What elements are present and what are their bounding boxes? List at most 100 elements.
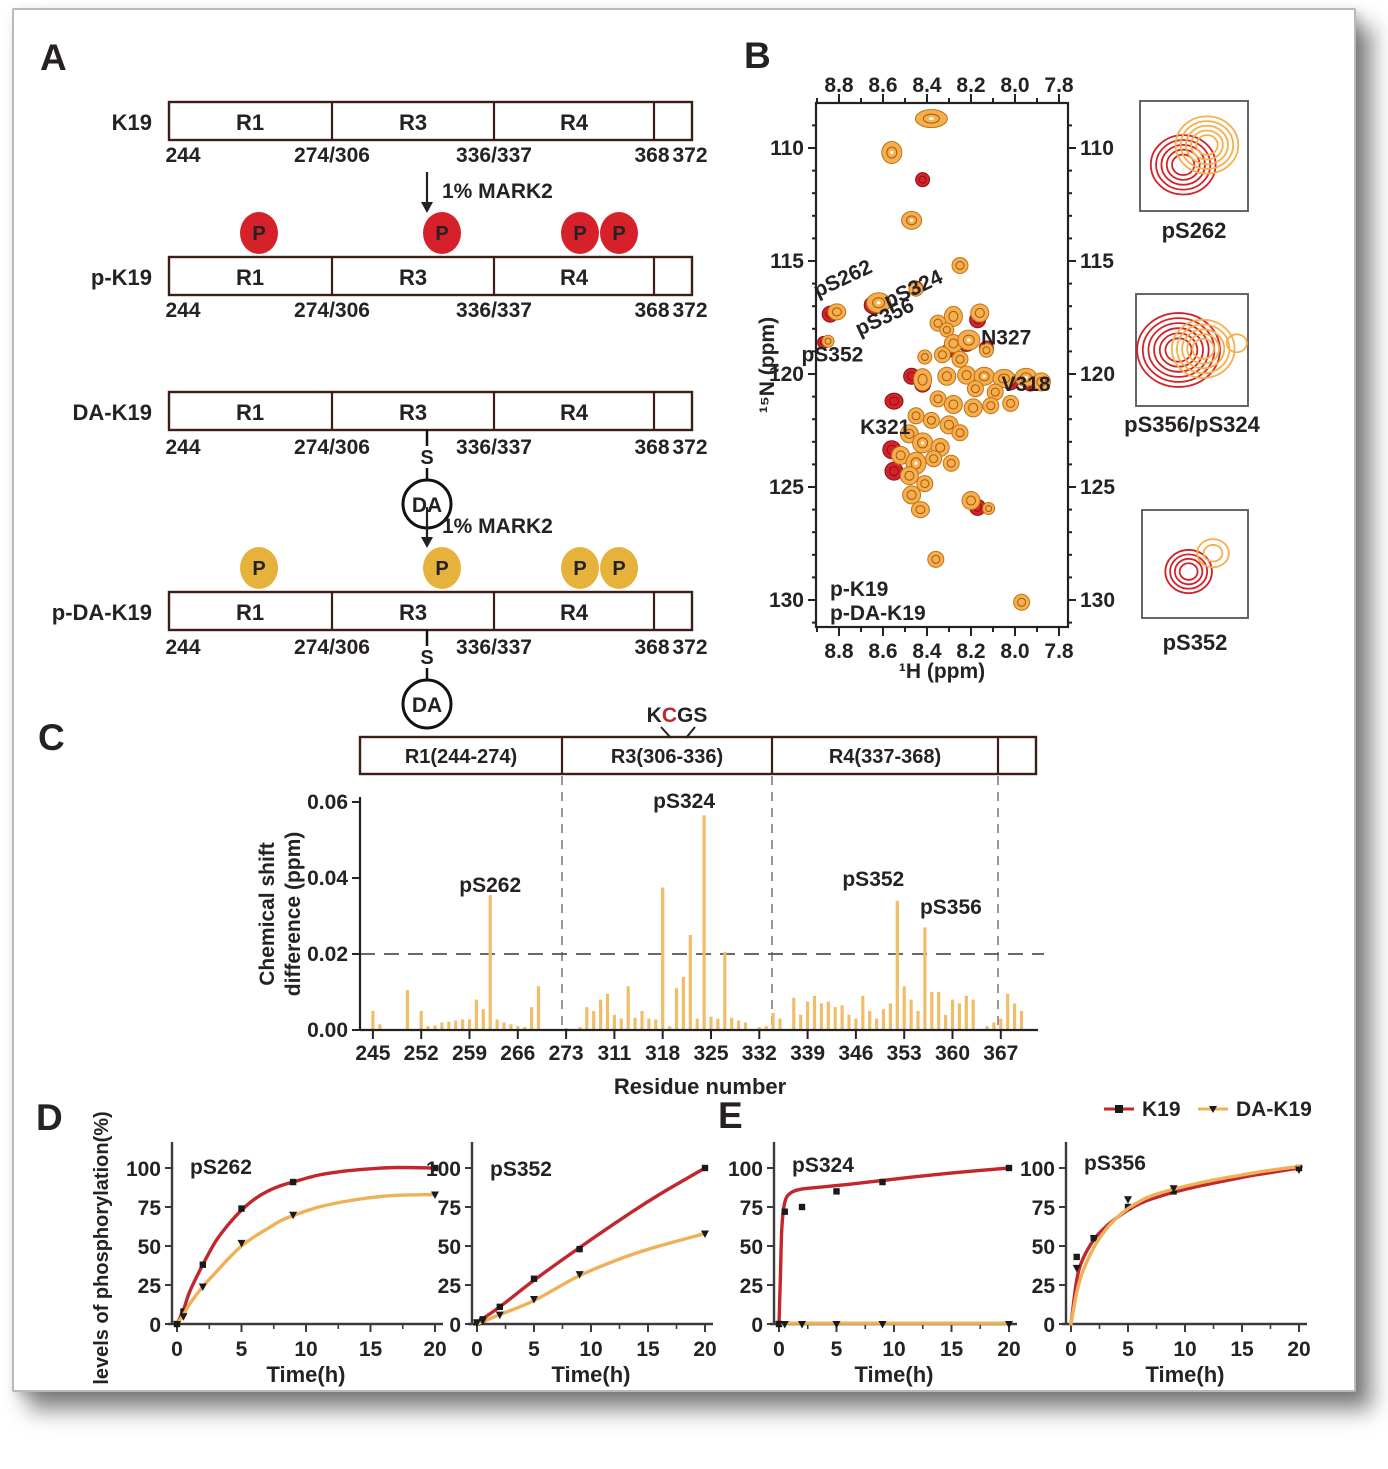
nmr-peak-orange xyxy=(899,466,919,486)
segment-label: R4 xyxy=(560,400,589,425)
csp-bar xyxy=(640,1011,644,1030)
csp-bar xyxy=(681,976,685,1030)
nmr-x-tick-label: 8.0 xyxy=(1000,74,1029,97)
csp-bar xyxy=(916,1011,920,1030)
inset-contour-orange xyxy=(1174,115,1240,175)
phospho-circle xyxy=(600,547,638,589)
nmr-peak-ring xyxy=(948,310,959,322)
nmr-y-tick-label: 120 xyxy=(769,363,804,386)
y-tick-label: 100 xyxy=(426,1158,461,1181)
x-tick-label: 10 xyxy=(882,1338,905,1361)
nmr-peak-ring xyxy=(961,370,972,381)
residue-coord: 274/306 xyxy=(294,299,370,322)
inset-contour-red xyxy=(1136,312,1221,388)
kinetics-plot-pS262: 0 25 50 75 100 0 5 10 15 20 xyxy=(126,1142,447,1361)
nmr-peak-red xyxy=(915,172,931,188)
segment-label: R4 xyxy=(560,265,589,290)
csp-bar xyxy=(426,1026,430,1030)
csp-bar xyxy=(509,1024,513,1030)
legend-da-k19-label: DA-K19 xyxy=(1236,1098,1312,1121)
segment-label: R1 xyxy=(236,400,264,425)
nmr-peak-ring xyxy=(935,442,946,453)
csp-bar xyxy=(950,999,955,1030)
da-label: DA xyxy=(412,494,442,517)
x-tick-label: 5 xyxy=(1122,1338,1134,1361)
csp-bar xyxy=(454,1020,458,1030)
phospho-p-label: P xyxy=(612,223,625,245)
nmr-peak-ring xyxy=(998,373,1010,384)
domain-label-c: R4(337-368) xyxy=(829,746,941,768)
csp-bar xyxy=(778,1018,782,1030)
serine-label: S xyxy=(420,647,433,669)
nmr-peak-ring xyxy=(926,415,936,425)
nmr-peak-ring xyxy=(942,325,951,334)
csp-bar xyxy=(709,1016,713,1030)
nmr-annotation-K321: K321 xyxy=(860,416,911,439)
construct-name: K19 xyxy=(112,110,152,135)
csp-bar xyxy=(854,1018,858,1030)
residue-coord: 368 xyxy=(634,299,669,322)
nmr-peak-ring xyxy=(831,307,842,317)
nmr-peak-ring xyxy=(906,489,917,500)
csp-bar xyxy=(661,887,665,1030)
nmr-x-tick-label: 8.4 xyxy=(912,640,942,663)
inset-contour-orange xyxy=(1185,124,1229,166)
inset-contour-red xyxy=(1169,553,1209,590)
nmr-x-tick-label: 8.6 xyxy=(868,640,897,663)
inset-contour-orange xyxy=(1186,333,1221,365)
y-tick-label: 0 xyxy=(149,1314,161,1337)
nmr-peak-red xyxy=(884,392,904,410)
segment-label: R4 xyxy=(560,110,589,135)
da-circle xyxy=(401,678,453,730)
nmr-inset-pS356/pS324 xyxy=(1135,293,1249,407)
marker-triangle xyxy=(198,1283,207,1292)
csp-bar xyxy=(523,1026,527,1030)
marker-square xyxy=(289,1178,297,1186)
phospho-circle xyxy=(561,547,599,589)
residue-coord: 372 xyxy=(672,436,707,459)
nmr-peak-ring xyxy=(872,297,886,309)
nmr-peak-ring xyxy=(1020,372,1032,383)
phospho-p-label: P xyxy=(252,558,265,580)
csp-x-tick-label: 259 xyxy=(452,1042,487,1065)
csp-bar xyxy=(440,1022,444,1030)
marker-square xyxy=(576,1245,583,1253)
residue-coord: 368 xyxy=(634,436,669,459)
y-tick-label: 50 xyxy=(438,1236,461,1259)
nmr-peak-orange xyxy=(827,303,847,321)
residue-coord: 274/306 xyxy=(294,436,370,459)
nmr-peak-orange xyxy=(1031,372,1051,392)
residue-coord: 274/306 xyxy=(294,636,370,659)
marker-square xyxy=(238,1205,245,1212)
mark2-arrowhead xyxy=(421,202,433,213)
csp-bar xyxy=(930,992,934,1030)
kcgs-motif-label: KCGS xyxy=(647,704,708,727)
csp-bar xyxy=(654,1019,658,1030)
marker-triangle xyxy=(1072,1264,1081,1273)
nmr-peak-ring xyxy=(911,411,921,421)
nmr-peak-ring xyxy=(915,505,926,515)
nmr-x-tick-label: 8.6 xyxy=(868,74,897,97)
csp-bar xyxy=(378,1024,382,1030)
csp-y-tick-label: 0.04 xyxy=(307,867,348,890)
nmr-peak-ring xyxy=(962,334,975,346)
x-tick-label: 0 xyxy=(171,1338,183,1361)
kcgs-pointer xyxy=(660,726,672,739)
x-tick-label: 15 xyxy=(636,1338,660,1361)
inset-contour-red xyxy=(1173,557,1204,586)
phospho-p-label: P xyxy=(252,223,265,245)
nmr-plot-border xyxy=(814,101,1070,629)
nmr-peak-orange xyxy=(902,485,922,505)
csp-bar xyxy=(792,997,796,1030)
marker-triangle xyxy=(237,1239,246,1248)
nmr-peak-orange xyxy=(1002,394,1020,412)
nmr-peak-orange xyxy=(961,491,981,511)
nmr-peak-ring xyxy=(990,387,1000,397)
nmr-x-tick-label: 8.8 xyxy=(824,74,854,97)
kinetics-y-axis-title: levels of phosphorylation(%) xyxy=(91,1111,113,1384)
nmr-y-tick-label: 130 xyxy=(1080,589,1115,612)
y-tick-label: 75 xyxy=(1032,1197,1056,1220)
domain-box-c xyxy=(358,735,1038,776)
